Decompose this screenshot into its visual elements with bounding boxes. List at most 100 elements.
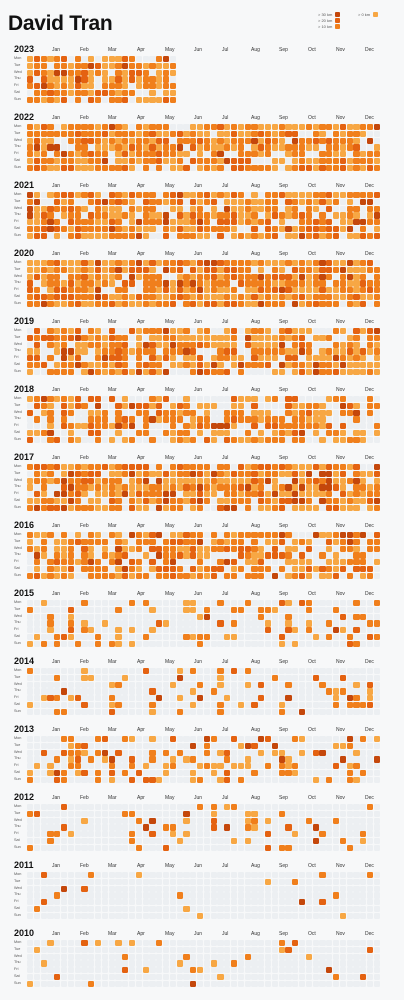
- day-cell: [210, 538, 217, 545]
- day-cell: [122, 76, 129, 83]
- day-cell: [312, 756, 319, 763]
- day-cell: [190, 484, 197, 491]
- day-cell: [122, 287, 129, 294]
- day-cell: [285, 164, 292, 171]
- day-cell: [142, 470, 149, 477]
- day-cell: [190, 470, 197, 477]
- day-cell: [367, 552, 374, 559]
- day-cell: [367, 151, 374, 158]
- day-cell: [27, 953, 34, 960]
- day-cell: [95, 552, 102, 559]
- day-cell: [108, 838, 115, 845]
- day-cell: [129, 260, 136, 267]
- day-cell: [54, 688, 61, 695]
- day-cell: [292, 831, 299, 838]
- day-cell: [47, 980, 54, 987]
- day-cell: [346, 477, 353, 484]
- day-cell: [122, 878, 129, 885]
- day-cell: [67, 62, 74, 69]
- day-cell: [115, 906, 122, 913]
- day-cell: [61, 144, 68, 151]
- year-label: 2022: [14, 112, 35, 122]
- day-cell: [244, 423, 251, 430]
- day-cell: [305, 137, 312, 144]
- day-cell: [360, 620, 367, 627]
- day-cell: [163, 266, 170, 273]
- day-cell: [231, 124, 238, 131]
- day-cell: [169, 763, 176, 770]
- day-cell: [285, 491, 292, 498]
- day-cell: [224, 144, 231, 151]
- day-cell: [142, 198, 149, 205]
- day-cell: [142, 572, 149, 579]
- day-cell: [122, 328, 129, 335]
- day-cell: [129, 402, 136, 409]
- day-cell: [360, 300, 367, 307]
- day-cell: [115, 300, 122, 307]
- month-label: Nov: [336, 455, 345, 461]
- day-cell: [47, 742, 54, 749]
- day-cell: [108, 219, 115, 226]
- day-cell: [265, 402, 272, 409]
- day-cell: [312, 545, 319, 552]
- day-cell: [88, 878, 95, 885]
- day-cell: [169, 205, 176, 212]
- day-cell: [353, 552, 360, 559]
- day-cell: [367, 545, 374, 552]
- day-cell: [271, 416, 278, 423]
- day-cell: [210, 504, 217, 511]
- weekday-label: Sat: [14, 430, 20, 434]
- month-label: Jun: [194, 115, 203, 121]
- day-cell: [88, 491, 95, 498]
- day-cell: [108, 484, 115, 491]
- day-cell: [163, 967, 170, 974]
- day-cell: [346, 205, 353, 212]
- day-cell: [81, 158, 88, 165]
- day-cell: [244, 702, 251, 709]
- day-cell: [373, 205, 380, 212]
- day-cell: [156, 878, 163, 885]
- day-cell: [190, 368, 197, 375]
- day-cell: [142, 484, 149, 491]
- day-cell: [224, 763, 231, 770]
- day-cell: [27, 844, 34, 851]
- day-cell: [271, 872, 278, 879]
- day-cell: [258, 627, 265, 634]
- day-cell: [101, 967, 108, 974]
- day-cell: [367, 124, 374, 131]
- weekday-label: Sat: [14, 770, 20, 774]
- day-cell: [237, 355, 244, 362]
- day-cell: [169, 892, 176, 899]
- day-cell: [61, 212, 68, 219]
- day-cell: [156, 566, 163, 573]
- day-cell: [224, 266, 231, 273]
- day-cell: [115, 144, 122, 151]
- day-cell: [271, 212, 278, 219]
- day-cell: [197, 144, 204, 151]
- day-cell: [40, 144, 47, 151]
- day-cell: [244, 498, 251, 505]
- day-cell: [81, 912, 88, 919]
- day-cell: [312, 158, 319, 165]
- day-cell: [33, 62, 40, 69]
- day-cell: [190, 844, 197, 851]
- day-cell: [108, 56, 115, 63]
- day-cell: [135, 817, 142, 824]
- day-cell: [122, 260, 129, 267]
- day-cell: [319, 137, 326, 144]
- year-calendar: 2019 Jan Feb Mar Apr May Jun Jul Aug Sep Oct Nov Dec…: [0, 316, 404, 382]
- day-cell: [135, 219, 142, 226]
- day-cell: [149, 817, 156, 824]
- day-cell: [95, 606, 102, 613]
- day-cell: [258, 198, 265, 205]
- day-cell: [367, 566, 374, 573]
- day-cell: [27, 967, 34, 974]
- day-cell: [203, 137, 210, 144]
- day-cell: [373, 416, 380, 423]
- day-cell: [101, 702, 108, 709]
- day-cell: [115, 260, 122, 267]
- day-cell: [135, 844, 142, 851]
- day-cell: [61, 402, 68, 409]
- day-cell: [339, 484, 346, 491]
- day-cell: [169, 76, 176, 83]
